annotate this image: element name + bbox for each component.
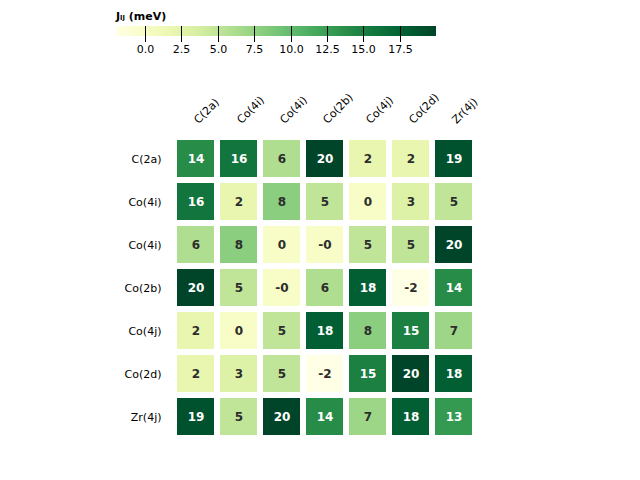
svg-text:0: 0	[235, 324, 243, 338]
svg-text:10.0: 10.0	[279, 43, 304, 56]
svg-text:-2: -2	[404, 281, 417, 295]
svg-text:3: 3	[407, 195, 415, 209]
svg-text:-0: -0	[318, 238, 331, 252]
svg-text:5: 5	[278, 367, 286, 381]
svg-text:14: 14	[317, 410, 334, 424]
svg-text:14: 14	[446, 281, 463, 295]
svg-text:14: 14	[188, 152, 205, 166]
svg-text:7: 7	[364, 410, 372, 424]
svg-text:15.0: 15.0	[351, 43, 376, 56]
svg-text:-2: -2	[318, 367, 331, 381]
svg-text:8: 8	[235, 238, 243, 252]
svg-text:6: 6	[192, 238, 200, 252]
svg-text:Co(4j): Co(4j)	[128, 325, 161, 338]
svg-text:6: 6	[321, 281, 329, 295]
svg-text:2: 2	[192, 367, 200, 381]
svg-text:7.5: 7.5	[246, 43, 264, 56]
svg-text:2: 2	[192, 324, 200, 338]
svg-text:20: 20	[188, 281, 205, 295]
svg-text:16: 16	[231, 152, 248, 166]
svg-text:0: 0	[278, 238, 286, 252]
svg-text:5: 5	[278, 324, 286, 338]
svg-text:Co(4j): Co(4j)	[363, 94, 396, 127]
svg-text:Jᵢⱼ (meV): Jᵢⱼ (meV)	[115, 10, 166, 23]
svg-text:5: 5	[235, 410, 243, 424]
svg-text:Co(2b): Co(2b)	[320, 91, 355, 126]
svg-text:C(2a): C(2a)	[131, 153, 161, 166]
svg-text:20: 20	[446, 238, 463, 252]
svg-text:Co(4i): Co(4i)	[128, 196, 161, 209]
svg-text:0: 0	[364, 195, 372, 209]
svg-text:5: 5	[450, 195, 458, 209]
svg-text:6: 6	[278, 152, 286, 166]
svg-text:16: 16	[188, 195, 205, 209]
svg-text:2: 2	[364, 152, 372, 166]
svg-text:7: 7	[450, 324, 458, 338]
svg-text:0.0: 0.0	[137, 43, 155, 56]
svg-text:2.5: 2.5	[173, 43, 191, 56]
svg-text:Co(2d): Co(2d)	[406, 91, 441, 126]
svg-text:18: 18	[446, 367, 463, 381]
svg-text:Co(2d): Co(2d)	[125, 368, 162, 381]
svg-text:17.5: 17.5	[388, 43, 413, 56]
svg-text:19: 19	[446, 152, 463, 166]
svg-text:19: 19	[188, 410, 205, 424]
svg-text:2: 2	[235, 195, 243, 209]
svg-text:Co(4i): Co(4i)	[277, 94, 310, 127]
svg-text:5: 5	[407, 238, 415, 252]
svg-text:15: 15	[360, 367, 377, 381]
svg-text:8: 8	[278, 195, 286, 209]
svg-text:15: 15	[403, 324, 420, 338]
svg-text:5: 5	[364, 238, 372, 252]
svg-text:12.5: 12.5	[315, 43, 340, 56]
svg-text:13: 13	[446, 410, 463, 424]
svg-text:3: 3	[235, 367, 243, 381]
svg-text:5: 5	[321, 195, 329, 209]
svg-text:5: 5	[235, 281, 243, 295]
svg-text:20: 20	[403, 367, 420, 381]
svg-text:Zr(4j): Zr(4j)	[131, 411, 162, 424]
svg-text:18: 18	[317, 324, 334, 338]
svg-text:C(2a): C(2a)	[191, 96, 221, 126]
svg-text:-0: -0	[275, 281, 288, 295]
svg-text:18: 18	[360, 281, 377, 295]
svg-text:Co(2b): Co(2b)	[125, 282, 162, 295]
svg-text:Zr(4j): Zr(4j)	[449, 95, 480, 126]
svg-text:Co(4i): Co(4i)	[128, 239, 161, 252]
svg-text:20: 20	[274, 410, 291, 424]
svg-text:8: 8	[364, 324, 372, 338]
svg-text:18: 18	[403, 410, 420, 424]
svg-text:5.0: 5.0	[210, 43, 228, 56]
svg-text:Co(4i): Co(4i)	[234, 94, 267, 127]
svg-text:2: 2	[407, 152, 415, 166]
svg-text:20: 20	[317, 152, 334, 166]
